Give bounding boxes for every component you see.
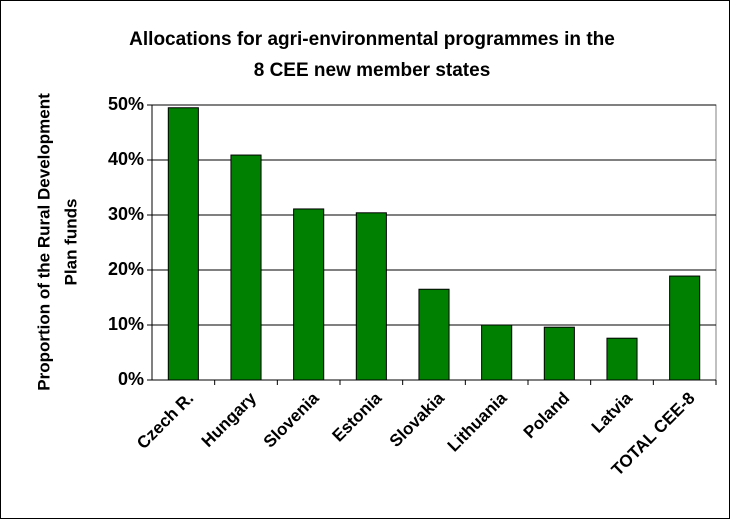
chart-title: 8 CEE new member states bbox=[254, 60, 491, 81]
y-tick-label: 40% bbox=[108, 149, 144, 169]
y-tick-label: 50% bbox=[108, 94, 144, 114]
bar bbox=[606, 337, 638, 381]
bar bbox=[418, 288, 450, 381]
bar bbox=[355, 212, 387, 381]
y-tick-label: 30% bbox=[108, 204, 144, 224]
y-tick-label: 20% bbox=[108, 259, 144, 279]
y-tick-label: 10% bbox=[108, 314, 144, 334]
bar bbox=[230, 154, 262, 381]
bar bbox=[543, 326, 575, 381]
bar bbox=[167, 107, 199, 381]
bar bbox=[481, 324, 513, 381]
chart-title: Allocations for agri-environmental progr… bbox=[129, 29, 615, 50]
y-axis-label: Proportion of the Rural Development bbox=[34, 93, 53, 391]
bar bbox=[293, 208, 325, 381]
y-tick-label: 0% bbox=[118, 369, 144, 389]
y-axis-label: Plan funds bbox=[61, 199, 80, 286]
bar bbox=[669, 275, 701, 381]
